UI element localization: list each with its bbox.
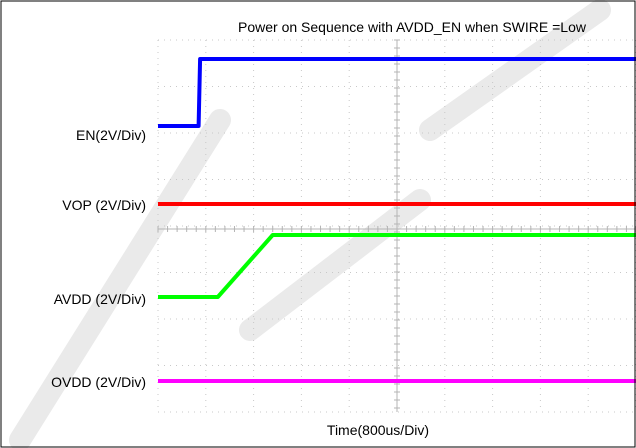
label-en: EN(2V/Div) [76, 127, 146, 143]
label-avdd: AVDD (2V/Div) [54, 291, 146, 307]
watermark-stroke [239, 189, 431, 341]
watermark-stroke [9, 109, 231, 448]
watermark-stroke [419, 0, 611, 141]
plot-area [158, 57, 636, 383]
label-ovdd: OVDD (2V/Div) [51, 374, 146, 390]
channel-labels: EN(2V/Div) VOP (2V/Div) AVDD (2V/Div) OVDD … [51, 127, 146, 390]
chart-title: Power on Sequence with AVDD_EN when SWIR… [238, 19, 587, 35]
trace-en [158, 57, 636, 128]
trace-avdd [158, 233, 636, 299]
x-axis-label: Time(800us/Div) [327, 422, 429, 438]
grid [157, 39, 636, 413]
watermark [9, 0, 611, 448]
label-vop: VOP (2V/Div) [62, 197, 146, 213]
